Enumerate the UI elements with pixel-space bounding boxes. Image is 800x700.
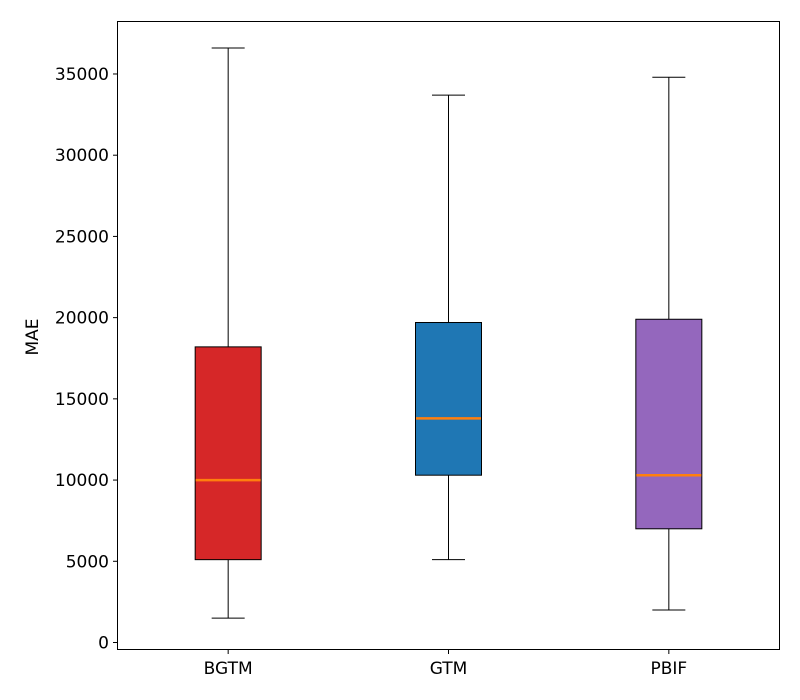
y-axis-title: MAE — [23, 318, 43, 355]
y-tick-label: 10000 — [55, 471, 109, 491]
y-tick-label: 30000 — [55, 146, 109, 166]
box-gtm — [415, 322, 482, 476]
y-tick-label: 0 — [98, 634, 109, 654]
y-axis: 0 5000 10000 15000 20000 25000 30000 35000 — [55, 65, 118, 654]
box-group-gtm — [415, 94, 482, 561]
y-tick-label: 5000 — [66, 552, 109, 572]
x-tick-label-pbif: PBIF — [650, 659, 687, 679]
plot-frame — [117, 21, 780, 650]
box-bgtm — [194, 346, 262, 561]
y-tick-label: 25000 — [55, 227, 109, 247]
y-tick-label: 20000 — [55, 309, 109, 329]
x-axis: BGTM GTM PBIF — [204, 649, 687, 679]
box-group-pbif — [635, 76, 703, 611]
x-tick-label-gtm: GTM — [430, 659, 468, 679]
x-tick-label-bgtm: BGTM — [204, 659, 253, 679]
y-tick-label: 35000 — [55, 65, 109, 85]
y-tick-label: 15000 — [55, 390, 109, 410]
boxes-layer — [194, 47, 703, 619]
box-pbif — [635, 318, 703, 530]
box-group-bgtm — [194, 47, 262, 619]
